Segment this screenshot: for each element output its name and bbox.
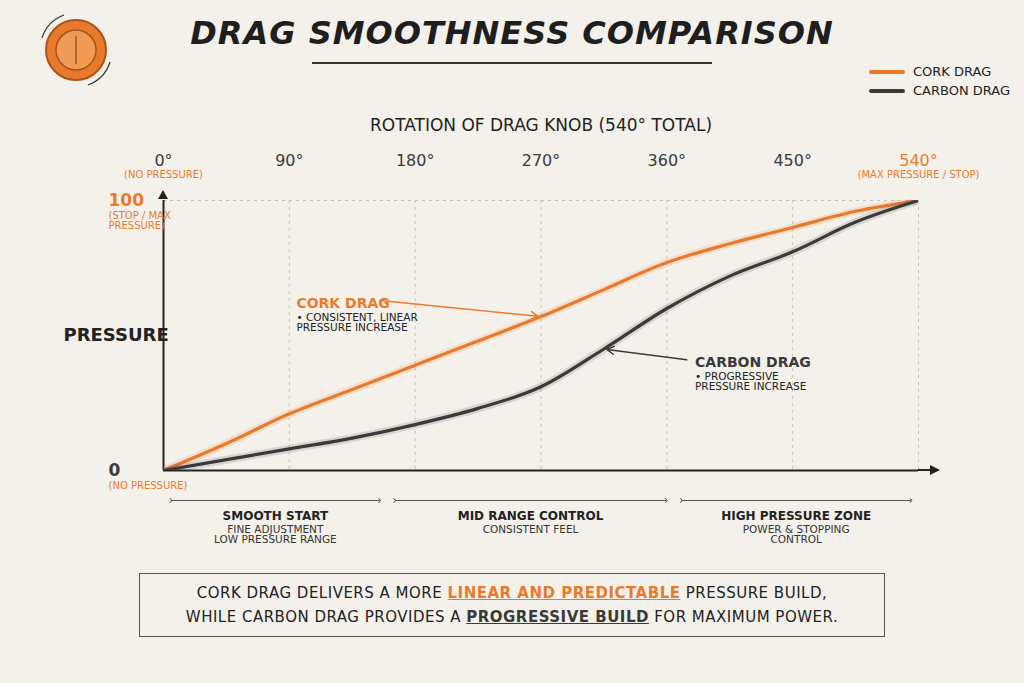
- svg-text:CARBON DRAG: CARBON DRAG: [695, 354, 811, 370]
- svg-text:360°: 360°: [648, 151, 687, 170]
- svg-text:270°: 270°: [522, 151, 561, 170]
- svg-text:(NO PRESSURE): (NO PRESSURE): [124, 169, 203, 180]
- html-text:WHILE CARBON DRAG PROVIDES A P: WHILE CARBON DRAG PROVIDES A PROGRESSIVE…: [185, 608, 839, 626]
- svg-text:• CONSISTENT, LINEARPRESSURE I: • CONSISTENT, LINEARPRESSURE INCREASE: [296, 311, 417, 334]
- svg-text:MID RANGE CONTROL: MID RANGE CONTROL: [458, 509, 604, 523]
- svg-text:SMOOTH START: SMOOTH START: [223, 509, 329, 523]
- html-text:CORK DRAG: CORK DRAG: [913, 64, 992, 79]
- svg-text:HIGH PRESSURE ZONE: HIGH PRESSURE ZONE: [721, 509, 871, 523]
- svg-text:(NO PRESSURE): (NO PRESSURE): [109, 480, 188, 491]
- html-text:CARBON DRAG: CARBON DRAG: [913, 83, 1010, 98]
- svg-text:180°: 180°: [396, 151, 435, 170]
- svg-text:(MAX PRESSURE / STOP): (MAX PRESSURE / STOP): [858, 169, 980, 180]
- svg-text:540°: 540°: [899, 151, 938, 170]
- svg-text:100: 100: [109, 190, 145, 210]
- html-text:DRAG SMOOTHNESS COMPARISON: DRAG SMOOTHNESS COMPARISON: [190, 14, 834, 52]
- svg-text:CONSISTENT FEEL: CONSISTENT FEEL: [483, 523, 579, 535]
- svg-text:ROTATION OF DRAG KNOB (540° TO: ROTATION OF DRAG KNOB (540° TOTAL): [370, 115, 712, 135]
- svg-text:0: 0: [109, 460, 121, 480]
- svg-text:0°: 0°: [154, 151, 172, 170]
- svg-text:PRESSURE: PRESSURE: [64, 324, 169, 345]
- svg-text:CORK DRAG: CORK DRAG: [296, 295, 389, 311]
- svg-text:90°: 90°: [275, 151, 303, 170]
- svg-text:• PROGRESSIVEPRESSURE INCREASE: • PROGRESSIVEPRESSURE INCREASE: [695, 370, 806, 393]
- svg-text:450°: 450°: [773, 151, 812, 170]
- svg-text:(STOP / MAXPRESSURE): (STOP / MAXPRESSURE): [109, 210, 171, 231]
- svg-text:FINE ADJUSTMENTLOW PRESSURE RA: FINE ADJUSTMENTLOW PRESSURE RANGE: [214, 523, 337, 546]
- svg-text:POWER & STOPPINGCONTROL: POWER & STOPPINGCONTROL: [743, 523, 850, 546]
- html-text:CORK DRAG DELIVERS A MORE LINE: CORK DRAG DELIVERS A MORE LINEAR AND PRE…: [196, 584, 828, 602]
